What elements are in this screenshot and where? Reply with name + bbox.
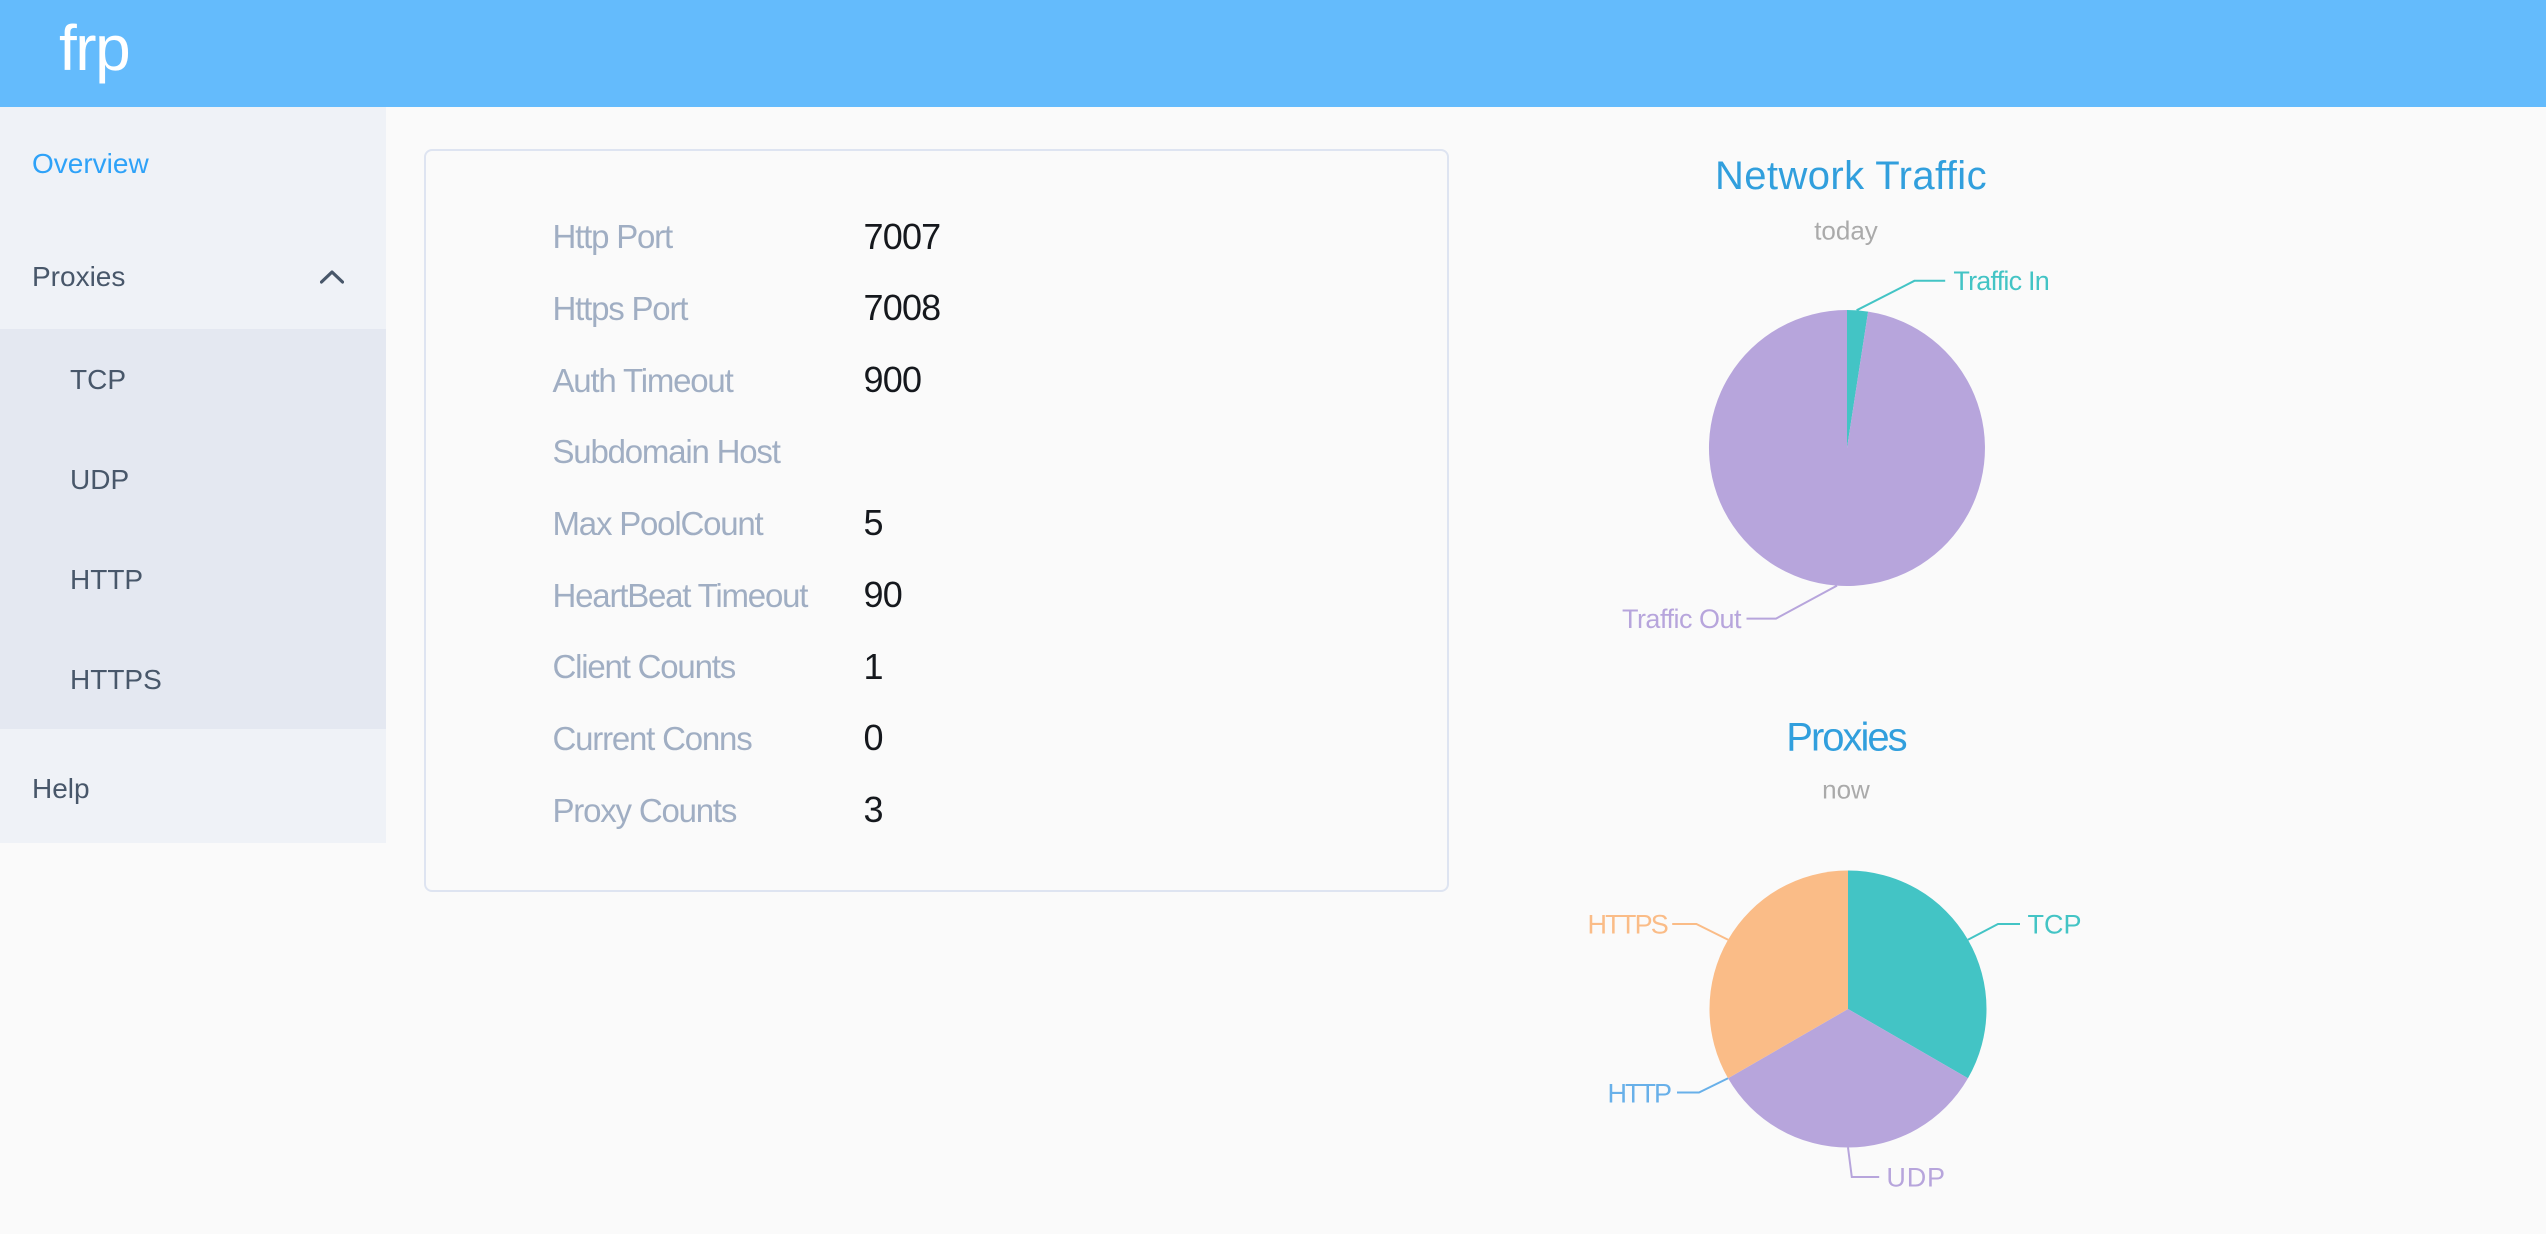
svg-text:HTTPS: HTTPS: [1587, 909, 1667, 939]
svg-text:Proxies: Proxies: [1786, 716, 1906, 760]
svg-text:UDP: UDP: [1886, 1162, 1945, 1192]
svg-text:TCP: TCP: [2028, 909, 2082, 939]
svg-text:Network Traffic: Network Traffic: [1715, 154, 1987, 198]
svg-text:today: today: [1814, 216, 1878, 246]
svg-text:Traffic In: Traffic In: [1953, 266, 2049, 296]
svg-text:Traffic Out: Traffic Out: [1622, 604, 1742, 634]
svg-text:HTTP: HTTP: [1608, 1079, 1671, 1109]
svg-text:now: now: [1822, 774, 1870, 804]
